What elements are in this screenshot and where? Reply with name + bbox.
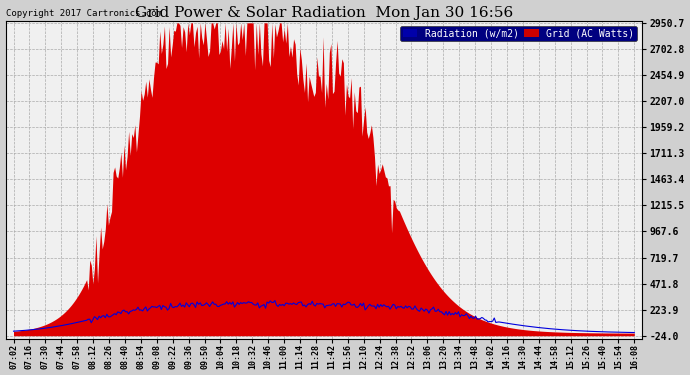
Title: Grid Power & Solar Radiation  Mon Jan 30 16:56: Grid Power & Solar Radiation Mon Jan 30 … xyxy=(135,6,513,20)
Legend: Radiation (w/m2), Grid (AC Watts): Radiation (w/m2), Grid (AC Watts) xyxy=(400,26,638,41)
Text: Copyright 2017 Cartronics.com: Copyright 2017 Cartronics.com xyxy=(6,9,161,18)
